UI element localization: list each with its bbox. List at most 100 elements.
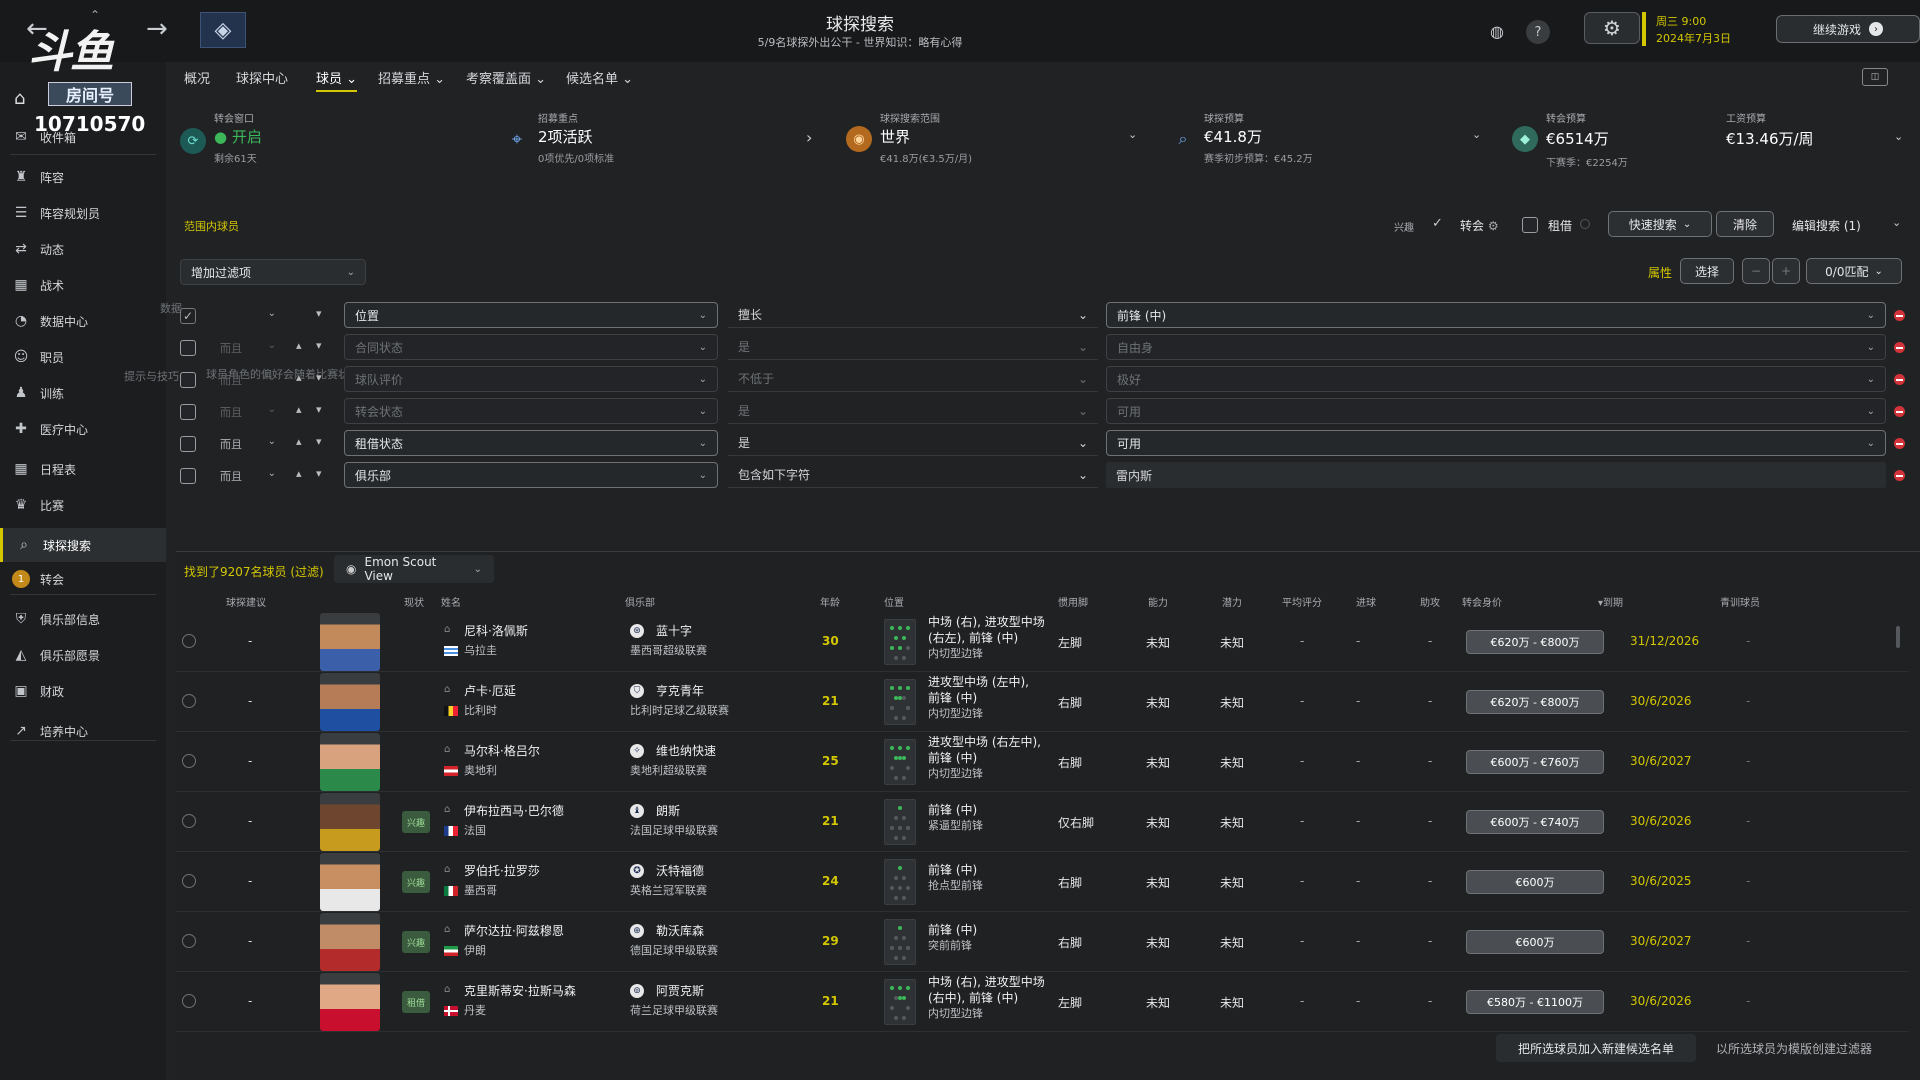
player-name[interactable]: 伊布拉西马·巴尔德	[464, 804, 564, 818]
wage-budget-panel[interactable]: 工资预算 €13.46万/周 ⌄	[1726, 110, 1906, 166]
home-up-icon[interactable]: ⌃	[90, 8, 101, 22]
select-row-icon[interactable]	[182, 934, 196, 948]
sidebar-item-calendar[interactable]: ▦ 日程表	[0, 452, 166, 486]
select-button[interactable]: 选择	[1680, 258, 1734, 284]
sidebar-item-training[interactable]: ♟ 训练	[0, 376, 166, 410]
move-down-icon[interactable]: ▾	[316, 467, 322, 480]
filter-row-checkbox[interactable]	[180, 404, 196, 420]
scout-range-panel[interactable]: ◉ 球探搜索范围 世界 €41.8万(€3.5万/月) ⌄	[846, 110, 1146, 166]
table-row[interactable]: - ⌂ 尼科·洛佩斯 乌拉圭 ⊛ 蓝十字 墨西哥超级联赛 30 中场 (右), 进攻型中场 (右左…	[176, 612, 1908, 672]
select-row-icon[interactable]	[182, 634, 196, 648]
filter-operator-dropdown[interactable]: 擅长 ⌄	[728, 302, 1098, 328]
column-header[interactable]: 年龄	[820, 598, 840, 609]
player-name[interactable]: 克里斯蒂安·拉斯马森	[464, 984, 576, 998]
remove-filter-icon[interactable]	[1894, 310, 1905, 321]
column-header[interactable]: 能力	[1148, 598, 1168, 609]
help-icon[interactable]: ?	[1526, 20, 1550, 44]
filter-row-checkbox[interactable]	[180, 340, 196, 356]
sidebar-item-finance[interactable]: ▣ 财政	[0, 674, 166, 708]
add-to-shortlist-button[interactable]: 把所选球员加入新建候选名单	[1496, 1034, 1696, 1062]
sidebar-item-transfer[interactable]: 1 转会	[0, 562, 166, 596]
create-filter-button[interactable]: 以所选球员为模版创建过滤器	[1716, 1042, 1873, 1056]
player-avatar[interactable]	[320, 853, 380, 911]
player-name[interactable]: 卢卡·厄延	[464, 684, 516, 698]
loan-checkbox[interactable]	[1522, 217, 1538, 233]
club-name[interactable]: 勒沃库森	[656, 924, 705, 938]
filter-operator-dropdown[interactable]: 是 ⌄	[728, 398, 1098, 424]
table-row[interactable]: - 兴趣 ⌂ 萨尔达拉·阿兹穆恩 伊朗 ⊕ 勒沃库森 德国足球甲级联赛 29 前锋 (中) 突前前锋…	[176, 912, 1908, 972]
back-arrow-icon[interactable]: ←	[26, 14, 48, 44]
club-name[interactable]: 蓝十字	[656, 624, 693, 638]
column-header[interactable]: 青训球员	[1720, 598, 1760, 609]
move-up-icon[interactable]: ▴	[296, 371, 302, 384]
column-header[interactable]: 现状	[404, 598, 424, 609]
transfer-budget-panel[interactable]: ◆ 转会预算 €6514万 下赛季：€2254万	[1512, 110, 1712, 169]
filter-field-dropdown[interactable]: 转会状态 ⌄	[344, 398, 718, 424]
player-avatar[interactable]	[320, 793, 380, 851]
sidebar-item-tactics[interactable]: ▦ 战术	[0, 268, 166, 302]
match-dropdown[interactable]: 0/0匹配 ⌄	[1806, 258, 1902, 284]
remove-filter-icon[interactable]	[1894, 406, 1905, 417]
select-row-icon[interactable]	[182, 694, 196, 708]
select-row-icon[interactable]	[182, 754, 196, 768]
conjunction-dropdown[interactable]: 而且 ⌄	[220, 404, 276, 420]
filter-value-dropdown[interactable]: 可用 ⌄	[1106, 430, 1886, 456]
clear-button[interactable]: 清除	[1716, 211, 1774, 237]
sidebar-item-trophy[interactable]: ♛ 比赛	[0, 488, 166, 522]
screenshot-icon[interactable]: ◫	[1862, 68, 1888, 86]
column-header[interactable]: 惯用脚	[1058, 598, 1088, 609]
column-header[interactable]: 球探建议	[226, 598, 266, 609]
sidebar-item-inbox[interactable]: ✉ 收件箱	[0, 120, 166, 154]
club-name[interactable]: 朗斯	[656, 804, 681, 818]
club-name[interactable]: 沃特福德	[656, 864, 705, 878]
conjunction-dropdown[interactable]: 而且 ⌄	[220, 340, 276, 356]
results-scrollbar[interactable]	[1896, 626, 1900, 648]
forward-arrow-icon[interactable]: →	[146, 14, 168, 44]
column-header[interactable]: 姓名	[441, 598, 461, 609]
move-up-icon[interactable]: ▴	[296, 339, 302, 352]
sidebar-item-search[interactable]: ⌕ 球探搜索	[0, 528, 166, 562]
filter-field-dropdown[interactable]: 俱乐部 ⌄	[344, 462, 718, 488]
sidebar-item-dynamics[interactable]: ⇄ 动态	[0, 232, 166, 266]
filter-operator-dropdown[interactable]: 是 ⌄	[728, 334, 1098, 360]
move-down-icon[interactable]: ▾	[316, 307, 322, 320]
sidebar-item-development[interactable]: ↗ 培养中心	[0, 714, 166, 748]
view-selector[interactable]: ◉ Emon Scout View ⌄	[334, 555, 494, 583]
tab-overview[interactable]: 概况	[184, 72, 211, 87]
minus-button[interactable]: −	[1742, 258, 1770, 284]
quick-search-button[interactable]: 快速搜索 ⌄	[1608, 211, 1712, 237]
chevron-down-icon[interactable]: ⌄	[1892, 216, 1902, 229]
player-name[interactable]: 罗伯托·拉罗莎	[464, 864, 540, 878]
globe-icon[interactable]: ◍	[1490, 21, 1504, 41]
column-header[interactable]: 平均评分	[1282, 598, 1322, 609]
scout-budget-panel[interactable]: ⌕ 球探预算 €41.8万 赛季初步预算：€45.2万 ⌄	[1170, 110, 1486, 166]
transfer-filter-toggle[interactable]: 转会 ⚙	[1460, 217, 1499, 234]
remove-filter-icon[interactable]	[1894, 438, 1905, 449]
add-filter-dropdown[interactable]: 增加过滤项 ⌄	[180, 259, 366, 285]
player-name[interactable]: 萨尔达拉·阿兹穆恩	[464, 924, 564, 938]
table-row[interactable]: - 兴趣 ⌂ 罗伯托·拉罗莎 墨西哥 ✪ 沃特福德 英格兰冠军联赛 24 前锋 (中) 抢点型前锋 右…	[176, 852, 1908, 912]
column-header[interactable]: ▾到期	[1598, 598, 1624, 609]
player-avatar[interactable]	[320, 613, 380, 671]
conjunction-dropdown[interactable]: 而且 ⌄	[220, 468, 276, 484]
remove-filter-icon[interactable]	[1894, 374, 1905, 385]
tab-scout-center[interactable]: 球探中心	[236, 72, 289, 87]
sidebar-item-shirt[interactable]: ♜ 阵容	[0, 160, 166, 194]
interest-checkmark-icon[interactable]: ✓	[1432, 216, 1443, 231]
filter-value-dropdown[interactable]: 极好 ⌄	[1106, 366, 1886, 392]
sidebar-item-vision[interactable]: ◭ 俱乐部愿景	[0, 638, 166, 672]
sidebar-item-data[interactable]: ◔ 数据中心	[0, 304, 166, 338]
home-icon[interactable]: ⌂	[14, 88, 26, 109]
filter-row-checkbox[interactable]	[180, 372, 196, 388]
tab-shortlist[interactable]: 候选名单 ⌄	[566, 72, 634, 87]
filter-row-checkbox[interactable]: ✓	[180, 308, 196, 324]
column-header[interactable]: 进球	[1356, 598, 1376, 609]
sidebar-item-shield[interactable]: ⛨ 俱乐部信息	[0, 602, 166, 636]
select-row-icon[interactable]	[182, 814, 196, 828]
select-row-icon[interactable]	[182, 874, 196, 888]
tab-players[interactable]: 球员 ⌄	[316, 68, 358, 92]
filter-row-checkbox[interactable]	[180, 436, 196, 452]
club-name[interactable]: 维也纳快速	[656, 744, 717, 758]
filter-operator-dropdown[interactable]: 包含如下字符 ⌄	[728, 462, 1098, 488]
tab-coverage[interactable]: 考察覆盖面 ⌄	[466, 72, 547, 87]
